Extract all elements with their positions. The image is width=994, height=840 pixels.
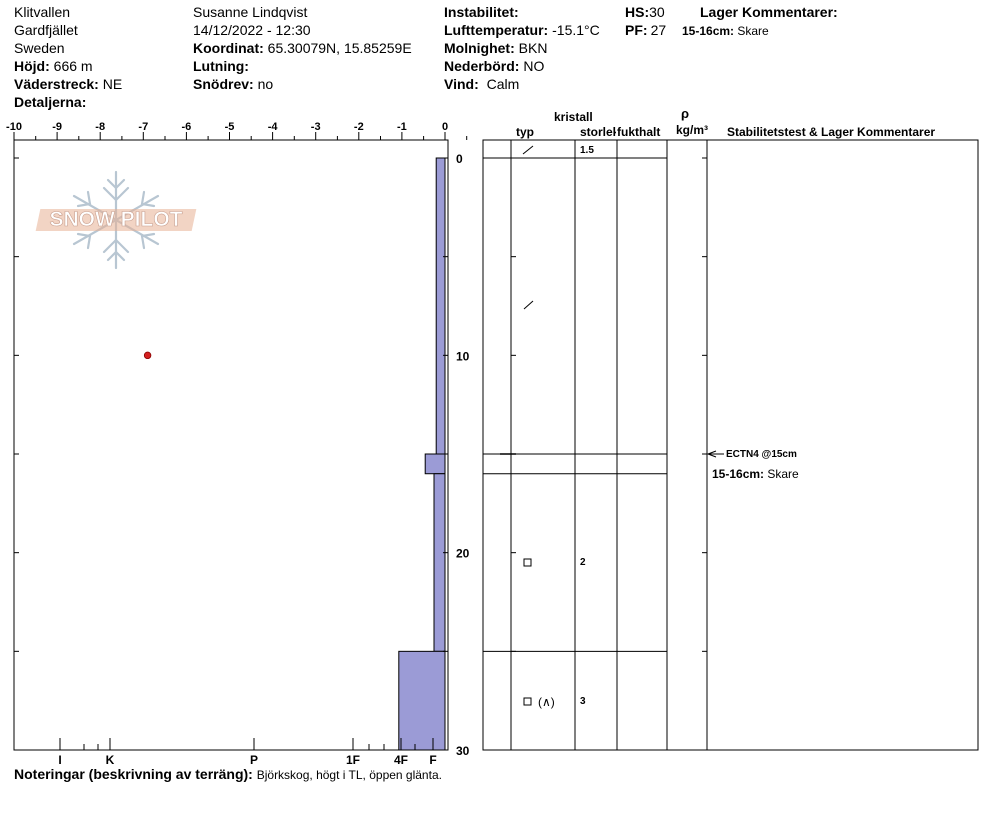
hs-value: 30 <box>649 4 665 20</box>
layer-comment: 15-16cm: Skare <box>682 24 769 38</box>
facet-symbol <box>523 697 532 706</box>
hs-label: HS: <box>625 4 650 20</box>
hardness-label: 1F <box>346 753 360 767</box>
temp-tick-label: -9 <box>52 121 62 133</box>
facet-symbol <box>523 558 532 567</box>
pf-value: 27 <box>650 22 667 38</box>
depth-tick-label: 0 <box>456 152 463 166</box>
air-temperature: Lufttemperatur: -15.1°C <box>444 22 600 38</box>
hardness-label: K <box>106 753 115 767</box>
col-density: kg/m³ <box>676 123 709 137</box>
logo-text: SNOW PILOT <box>49 208 183 232</box>
temp-tick-label: -8 <box>95 121 105 133</box>
crystal-size-3: 3 <box>580 696 586 707</box>
hardness-bar <box>424 453 446 475</box>
layer-comment-depth: 15-16cm: <box>682 24 735 38</box>
precip-value: NO <box>523 58 545 74</box>
profile-frame <box>13 139 449 751</box>
stability-comment-text: Skare <box>767 467 799 481</box>
sky-label: Molnighet: <box>444 40 515 56</box>
col-type: typ <box>516 125 534 139</box>
details-label: Detaljerna: <box>14 94 87 110</box>
depth-tick-label: 20 <box>456 547 470 561</box>
hardness-bar <box>433 473 446 652</box>
region: Gardfjället <box>14 22 78 38</box>
stability-test: ECTN4 @15cm <box>726 449 797 460</box>
coordinates: Koordinat: 65.30079N, 15.85259E <box>193 40 412 56</box>
depth-tick-label: 30 <box>456 744 470 758</box>
hardness-label: I <box>58 753 61 767</box>
temp-tick-label: 0 <box>442 121 448 133</box>
airtemp-value: -15.1°C <box>552 22 600 38</box>
table-frame <box>482 139 979 751</box>
penetration-foot: PF: 27 <box>625 22 666 38</box>
temp-tick-label: -5 <box>225 121 235 133</box>
hardness-bar <box>435 157 446 455</box>
decomposing-symbol <box>522 145 534 155</box>
elevation-label: Höjd: <box>14 58 50 74</box>
elevation: Höjd: 666 m <box>14 58 93 74</box>
wind-label: Vind: <box>444 76 479 92</box>
hardness-bar <box>398 650 446 751</box>
coord-value: 65.30079N, 15.85259E <box>267 40 412 56</box>
coord-label: Koordinat: <box>193 40 264 56</box>
airtemp-label: Lufttemperatur: <box>444 22 549 38</box>
sky-value: BKN <box>518 40 548 56</box>
hardness-label: 4F <box>394 753 408 767</box>
notes-text: Björkskog, högt i TL, öppen glänta. <box>256 768 442 782</box>
instability-label: Instabilitet: <box>444 4 519 20</box>
col-rho: ρ <box>681 106 690 121</box>
aspect-value: NE <box>102 76 123 92</box>
hardness-label: P <box>250 753 258 767</box>
crystal-size-1: 1.5 <box>580 145 594 156</box>
layer-comment-text: Skare <box>737 24 769 38</box>
location: Klitvallen <box>14 4 71 20</box>
temp-tick-label: -2 <box>354 121 364 133</box>
temp-tick-label: -6 <box>182 121 192 133</box>
datetime: 14/12/2022 - 12:30 <box>193 22 311 38</box>
observer: Susanne Lindqvist <box>193 4 308 20</box>
country: Sweden <box>14 40 65 56</box>
slope-label: Lutning: <box>193 58 249 74</box>
notes-label: Noteringar (beskrivning av terräng): <box>14 766 253 782</box>
elevation-value: 666 m <box>53 58 93 74</box>
col-stability: Stabilitetstest & Lager Kommentarer <box>727 125 936 139</box>
temp-tick-label: -10 <box>6 121 22 133</box>
temp-tick-label: -4 <box>268 121 279 133</box>
terrain-notes: Noteringar (beskrivning av terräng): Bjö… <box>14 766 442 782</box>
temp-tick-label: -7 <box>138 121 148 133</box>
col-size: storlek <box>580 125 616 139</box>
pf-label: PF: <box>625 22 648 38</box>
wind-value: Calm <box>486 76 520 92</box>
aspect-label: Väderstreck: <box>14 76 99 92</box>
aspect: Väderstreck: NE <box>14 76 122 92</box>
wind: Vind: Calm <box>444 76 519 92</box>
precip-label: Nederbörd: <box>444 58 520 74</box>
col-crystal-top: kristall <box>554 110 593 124</box>
stability-comment-depth: 15-16cm: <box>712 467 765 481</box>
layer-comments-title: Lager Kommentarer: <box>700 4 838 20</box>
sky: Molnighet: BKN <box>444 40 547 56</box>
stability-arrow-head <box>706 450 717 458</box>
decomposing-symbol <box>523 300 534 310</box>
depth-hoar-symbol: (∧) <box>538 695 555 709</box>
stability-comment: 15-16cm: Skare <box>712 467 799 481</box>
drift-label: Snödrev: <box>193 76 254 92</box>
snow-height: HS:30 <box>625 4 665 20</box>
temperature-point <box>143 351 152 360</box>
col-moisture: fukthalt <box>617 125 661 139</box>
snowpilot-logo: SNOW PILOT <box>35 170 197 270</box>
crystal-size-2: 2 <box>580 557 586 568</box>
drift: Snödrev: no <box>193 76 273 92</box>
temp-tick-label: -1 <box>397 121 407 133</box>
precipitation: Nederbörd: NO <box>444 58 544 74</box>
temp-tick-label: -3 <box>311 121 321 133</box>
drift-value: no <box>257 76 274 92</box>
depth-tick-label: 10 <box>456 349 470 363</box>
hardness-label: F <box>429 753 436 767</box>
